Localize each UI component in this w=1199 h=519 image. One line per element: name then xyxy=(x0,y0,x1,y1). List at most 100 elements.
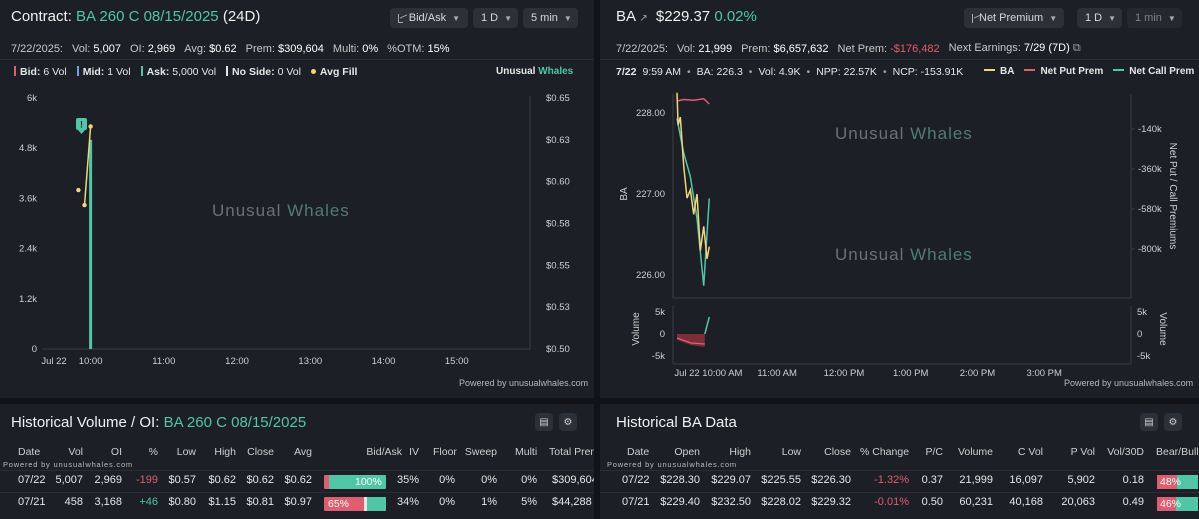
table-view-icon[interactable]: ▤ xyxy=(535,413,553,431)
legend-avgfill[interactable]: Avg Fill xyxy=(310,66,357,78)
column-header[interactable]: Total Prem xyxy=(549,446,594,458)
info-ba: BA: 226.3 xyxy=(696,66,743,78)
cell-vol: 458 xyxy=(64,496,83,508)
powered-by[interactable]: Powered by unusualwhales.com xyxy=(3,460,133,469)
interval-label: 1 min xyxy=(1135,12,1162,24)
column-header[interactable]: IV xyxy=(409,446,419,458)
contract-chart-panel: Contract: BA 260 C 08/15/2025 (24D) Bid/… xyxy=(0,0,594,398)
column-header[interactable]: Sweep xyxy=(464,446,497,458)
settings-icon[interactable]: ⚙ xyxy=(559,413,577,431)
column-header[interactable]: Multi xyxy=(515,446,538,458)
marker-badge xyxy=(76,118,87,130)
powered-by[interactable]: Powered by unusualwhales.com xyxy=(1064,378,1194,388)
info-time: 9:59 AM xyxy=(642,66,681,78)
cell-oi: 2,969 xyxy=(94,474,122,486)
contract-legend: Bid: 6 Vol Mid: 1 Vol Ask: 5,000 Vol No … xyxy=(14,66,357,78)
info-date: 7/22 xyxy=(616,66,637,78)
info-vol: Vol: 4.9K xyxy=(758,66,801,78)
trade-marker[interactable]: ! xyxy=(76,118,87,134)
chart-type-dropdown[interactable]: Net Premium ▼ xyxy=(964,8,1064,28)
column-header[interactable]: OI xyxy=(110,446,122,458)
column-header[interactable]: C Vol xyxy=(1017,446,1043,458)
legend-put[interactable]: Net Put Prem xyxy=(1024,66,1103,77)
column-header[interactable]: P/C xyxy=(925,446,943,458)
premium-tick: -800k xyxy=(1138,244,1162,255)
chevron-down-icon: ▼ xyxy=(452,13,460,23)
column-header[interactable]: Bid/Ask xyxy=(366,446,402,458)
historical-volume-table: Date Vol OI% Low High Close Avg Bid/Ask IV Floor S… xyxy=(0,441,594,519)
chevron-down-icon: ▼ xyxy=(563,13,572,23)
ticker-symbol[interactable]: BA xyxy=(616,8,636,25)
cell-avg: $0.62 xyxy=(284,474,312,486)
contract-chart[interactable]: 6k 4.8k 3.6k 2.4k 1.2k 0 $0.65 $0.63 $0.60 $0.58… xyxy=(0,88,594,378)
column-header[interactable]: High xyxy=(729,446,751,458)
x-tick: 3:00 PM xyxy=(1027,368,1062,378)
cell-vol: 5,007 xyxy=(55,474,83,486)
table-row[interactable]: 07/21 458 3,168 +46 $0.80 $1.15 $0.81 $0.97 65% 3… xyxy=(0,492,594,514)
historical-contract[interactable]: BA 260 C 08/15/2025 xyxy=(163,414,307,431)
column-header[interactable]: Floor xyxy=(433,446,457,458)
table-row[interactable]: 07/22 5,007 2,969 -199 $0.57 $0.62 $0.62 $0.62 1… xyxy=(0,470,594,492)
contract-symbol[interactable]: BA 260 C 08/15/2025 xyxy=(76,8,219,25)
contract-dte: (24D) xyxy=(222,8,261,25)
column-header[interactable]: % Change xyxy=(860,446,910,458)
chart-type-dropdown[interactable]: Bid/Ask ▼ xyxy=(390,8,468,28)
cell-date: 07/22 xyxy=(18,474,46,486)
table-row[interactable]: 07/22 $228.30 $229.07 $225.55 $226.30 -1.32% 0… xyxy=(600,470,1199,492)
column-header[interactable]: Open xyxy=(674,446,700,458)
legend-call[interactable]: Net Call Prem xyxy=(1113,66,1194,77)
column-header[interactable]: Volume xyxy=(957,446,993,458)
x-tick: 12:00 xyxy=(225,356,249,367)
table-header: Date Vol OI% Low High Close Avg Bid/Ask IV Floor S… xyxy=(0,441,594,463)
column-header[interactable]: Vol xyxy=(68,446,83,458)
legend-ba[interactable]: BA xyxy=(984,66,1014,77)
column-header[interactable]: % xyxy=(148,446,158,458)
legend-bid[interactable]: Bid: 6 Vol xyxy=(14,66,67,78)
y-right-tick: $0.58 xyxy=(546,219,570,230)
column-header[interactable]: Low xyxy=(176,446,196,458)
cell-change: -1.32% xyxy=(874,474,909,486)
range-dropdown[interactable]: 1 D ▼ xyxy=(473,8,518,28)
legend-mid[interactable]: Mid: 1 Vol xyxy=(76,66,131,78)
column-header[interactable]: Date xyxy=(18,446,41,458)
interval-dropdown[interactable]: 1 min ▼ xyxy=(1127,8,1182,28)
column-header[interactable]: P Vol xyxy=(1070,446,1095,458)
cell-oi-change: -199 xyxy=(135,474,158,486)
cell-pvol: 20,063 xyxy=(1061,496,1095,508)
settings-icon[interactable]: ⚙ xyxy=(1164,413,1182,431)
column-header[interactable]: Vol/30D xyxy=(1107,446,1144,458)
cell-high: $232.50 xyxy=(711,496,751,508)
cell-floor: 0% xyxy=(439,474,455,486)
put-volume-area xyxy=(677,334,705,347)
column-header[interactable]: Close xyxy=(824,446,851,458)
cell-total-prem: $309,604 xyxy=(552,474,594,486)
external-link-icon[interactable]: ⧉ xyxy=(1072,42,1081,54)
x-tick: Jul 22 10:00 AM xyxy=(674,368,742,378)
interval-dropdown[interactable]: 5 min ▼ xyxy=(523,8,578,28)
watermark-bottom: Unusual Whales xyxy=(835,245,973,264)
powered-by[interactable]: Powered by unusualwhales.com xyxy=(459,378,589,388)
y-left-tick: 6k xyxy=(27,93,37,104)
column-header[interactable]: High xyxy=(214,446,236,458)
column-header[interactable]: Avg xyxy=(294,446,312,458)
column-header[interactable]: Bear/Bull xyxy=(1156,446,1199,458)
range-dropdown[interactable]: 1 D ▼ xyxy=(1077,8,1122,28)
net-put-prem-line xyxy=(676,97,710,105)
y-right-tick: $0.55 xyxy=(546,260,570,271)
historical-volume-title: Historical Volume / OI: BA 260 C 08/15/2… xyxy=(11,414,307,431)
bear-bull-bar: 48% xyxy=(1157,475,1198,489)
legend-ask[interactable]: Ask: 5,000 Vol xyxy=(140,66,216,78)
table-row[interactable]: 07/21 $229.40 $232.50 $228.02 $229.32 -0.01% 0… xyxy=(600,492,1199,514)
column-header[interactable]: Date xyxy=(627,446,650,458)
powered-by[interactable]: Powered by unusualwhales.com xyxy=(607,460,737,469)
cell-multi: 5% xyxy=(521,496,537,508)
table-view-icon[interactable]: ▤ xyxy=(1140,413,1158,431)
column-header[interactable]: Close xyxy=(247,446,274,458)
link-icon[interactable]: ↗ xyxy=(639,13,648,24)
column-header[interactable]: Low xyxy=(781,446,801,458)
price-axis-label: BA xyxy=(619,187,630,201)
legend-noside[interactable]: No Side: 0 Vol xyxy=(226,66,301,78)
historical-ticker-title: Historical BA Data xyxy=(616,414,737,431)
stat-vol: Vol: 21,999 xyxy=(677,42,733,55)
